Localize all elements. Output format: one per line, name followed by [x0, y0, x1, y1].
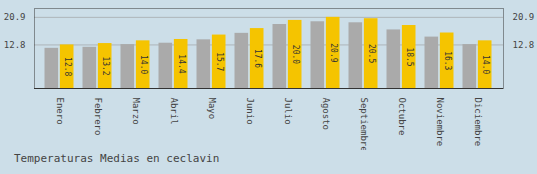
svg-text:Junio: Junio: [245, 98, 255, 125]
svg-text:15.7: 15.7: [215, 52, 224, 71]
svg-text:12.8: 12.8: [63, 57, 72, 76]
svg-text:20.0: 20.0: [291, 45, 300, 64]
svg-text:Marzo: Marzo: [131, 98, 141, 125]
svg-text:Julio: Julio: [283, 98, 293, 125]
html-text:Temperaturas Medias en ceclavi: Temperaturas Medias en ceclavin: [14, 152, 220, 165]
svg-text:Noviembre: Noviembre: [435, 98, 445, 147]
svg-text:14.0: 14.0: [139, 55, 148, 74]
svg-text:17.6: 17.6: [253, 49, 262, 68]
svg-text:14.4: 14.4: [177, 54, 186, 73]
svg-text:16.3: 16.3: [443, 51, 452, 70]
svg-text:20.9: 20.9: [4, 12, 26, 22]
svg-text:Octubre: Octubre: [397, 98, 407, 136]
svg-text:Septiembre: Septiembre: [359, 98, 369, 151]
svg-text:Enero: Enero: [55, 98, 65, 125]
svg-text:18.5: 18.5: [405, 47, 414, 66]
svg-text:14.0: 14.0: [481, 55, 490, 74]
svg-text:12.8: 12.8: [4, 40, 26, 50]
svg-text:20.5: 20.5: [367, 44, 376, 63]
svg-text:Mayo: Mayo: [207, 98, 217, 120]
svg-text:13.2: 13.2: [101, 56, 110, 75]
svg-text:Abril: Abril: [169, 98, 179, 125]
svg-text:Agosto: Agosto: [321, 98, 331, 131]
svg-text:Febrero: Febrero: [93, 98, 103, 136]
svg-text:12.8: 12.8: [513, 40, 535, 50]
svg-text:20.9: 20.9: [329, 43, 338, 62]
svg-text:Diciembre: Diciembre: [473, 98, 483, 147]
svg-text:20.9: 20.9: [513, 12, 535, 22]
